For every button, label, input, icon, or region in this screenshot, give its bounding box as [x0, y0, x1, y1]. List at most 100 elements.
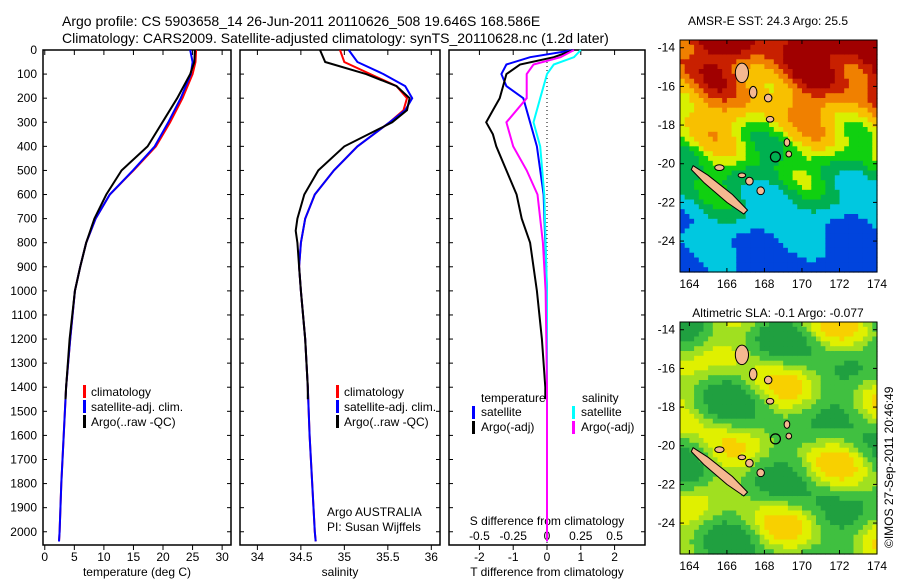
- heatmap-cell: [797, 156, 803, 162]
- heatmap-cell: [703, 223, 709, 230]
- heatmap-cell: [778, 322, 784, 328]
- heatmap-cell: [736, 428, 742, 434]
- heatmap-cell: [741, 131, 747, 138]
- heatmap-cell: [816, 467, 822, 473]
- heatmap-cell: [717, 520, 723, 526]
- heatmap-cell: [848, 156, 855, 162]
- heatmap-cell: [862, 423, 869, 429]
- heatmap-cell: [853, 428, 859, 434]
- heatmap-cell: [764, 170, 770, 176]
- heatmap-cell: [848, 380, 855, 386]
- heatmap-cell: [769, 262, 775, 268]
- heatmap-cell: [680, 214, 686, 220]
- heatmap-cell: [778, 228, 784, 234]
- heatmap-cell: [783, 346, 789, 352]
- heatmap-cell: [834, 59, 841, 65]
- heatmap-cell: [816, 365, 822, 371]
- heatmap-cell: [834, 544, 841, 550]
- heatmap-cell: [745, 189, 751, 196]
- heatmap-cell: [797, 131, 803, 138]
- heatmap-cell: [745, 505, 751, 512]
- heatmap-cell: [722, 262, 728, 268]
- heatmap-cell: [816, 500, 822, 507]
- heatmap-cell: [726, 151, 733, 157]
- heatmap-cell: [689, 365, 695, 371]
- heatmap-cell: [844, 413, 850, 420]
- heatmap-cell: [769, 136, 775, 143]
- heatmap-cell: [698, 267, 705, 273]
- heatmap-cell: [759, 515, 765, 521]
- heatmap-cell: [694, 69, 700, 75]
- heatmap-cell: [731, 267, 737, 273]
- heatmap-cell: [806, 326, 812, 333]
- heatmap-cell: [708, 341, 714, 347]
- heatmap-cell: [820, 189, 826, 196]
- heatmap-cell: [726, 462, 733, 468]
- heatmap-cell: [830, 452, 836, 458]
- heatmap-cell: [816, 98, 822, 104]
- heatmap-cell: [858, 165, 864, 172]
- heatmap-cell: [773, 189, 780, 196]
- heatmap-cell: [797, 146, 803, 152]
- heatmap-cell: [802, 247, 808, 254]
- heatmap-cell: [858, 49, 864, 56]
- heatmap-cell: [839, 515, 845, 521]
- heatmap-cell: [684, 102, 690, 109]
- legend-salinity-heading: salinity: [582, 391, 619, 405]
- heatmap-cell: [862, 486, 869, 492]
- heatmap-cell: [726, 520, 733, 526]
- heatmap-cell: [703, 326, 709, 333]
- heatmap-cell: [797, 160, 803, 167]
- heatmap-cell: [797, 238, 803, 244]
- heatmap-cell: [802, 341, 808, 347]
- heatmap-cell: [778, 491, 784, 497]
- heatmap-cell: [867, 262, 873, 268]
- heatmap-cell: [689, 438, 695, 444]
- heatmap-cell: [722, 409, 728, 415]
- heatmap-cell: [731, 438, 737, 444]
- heatmap-cell: [787, 520, 794, 526]
- heatmap-cell: [708, 88, 714, 94]
- heatmap-cell: [830, 370, 836, 376]
- heatmap-cell: [741, 165, 747, 172]
- heatmap-cell: [736, 194, 742, 201]
- heatmap-cell: [764, 351, 770, 357]
- heatmap-cell: [792, 136, 798, 143]
- heatmap-cell: [745, 131, 751, 138]
- heatmap-cell: [736, 476, 742, 483]
- heatmap-cell: [778, 413, 784, 420]
- heatmap-cell: [736, 93, 742, 99]
- heatmap-cell: [867, 238, 873, 244]
- heatmap-cell: [764, 525, 770, 531]
- heatmap-cell: [848, 500, 855, 507]
- heatmap-cell: [712, 136, 719, 143]
- heatmap-cell: [778, 194, 784, 201]
- heatmap-cell: [764, 534, 770, 541]
- heatmap-cell: [825, 156, 831, 162]
- heatmap-cell: [769, 481, 775, 487]
- heatmap-cell: [853, 102, 859, 109]
- heatmap-cell: [759, 491, 765, 497]
- heatmap-cell: [858, 78, 864, 85]
- heatmap-cell: [680, 204, 686, 210]
- heatmap-cell: [844, 486, 850, 492]
- heatmap-cell: [811, 438, 817, 444]
- heatmap-cell: [867, 418, 873, 425]
- heatmap-cell: [773, 83, 780, 89]
- heatmap-cell: [708, 549, 714, 555]
- heatmap-cell: [778, 534, 784, 541]
- heatmap-cell: [853, 360, 859, 367]
- heatmap-cell: [811, 336, 817, 342]
- heatmap-cell: [773, 365, 780, 371]
- heatmap-cell: [848, 544, 855, 550]
- heatmap-cell: [712, 322, 719, 328]
- heatmap-cell: [792, 331, 798, 338]
- heatmap-cell: [778, 355, 784, 362]
- heatmap-cell: [726, 112, 733, 118]
- heatmap-cell: [741, 252, 747, 259]
- heatmap-cell: [844, 185, 850, 191]
- heatmap-cell: [802, 93, 808, 99]
- heatmap-cell: [741, 88, 747, 94]
- heatmap-cell: [787, 185, 794, 191]
- heatmap-cell: [694, 160, 700, 167]
